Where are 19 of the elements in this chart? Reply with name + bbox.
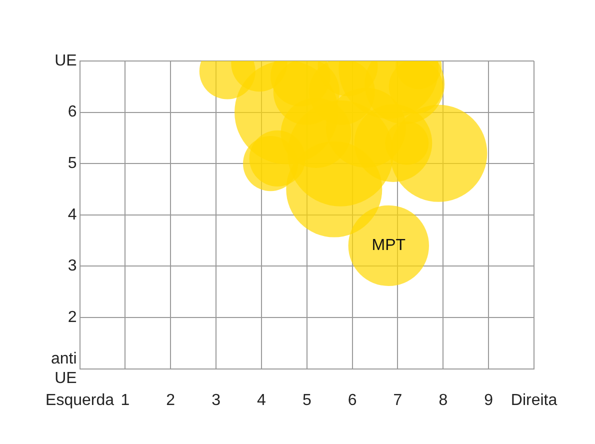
annotation: MPT — [372, 237, 406, 254]
x-tick-label: 8 — [438, 392, 448, 409]
y-tick-label: anti UE — [51, 350, 77, 387]
x-tick-label: 6 — [348, 392, 357, 409]
x-tick-label: 7 — [393, 392, 402, 409]
x-tick-label: Direita — [510, 392, 558, 409]
y-tick-label: 6 — [68, 104, 77, 121]
y-tick-label: 5 — [68, 155, 77, 172]
x-tick-label: 4 — [257, 392, 266, 409]
y-tick-label: UE — [54, 52, 77, 70]
y-tick-label: 3 — [68, 258, 77, 275]
x-tick-label: 1 — [120, 392, 130, 409]
x-tick-label: 5 — [302, 392, 312, 409]
x-tick-label: 9 — [484, 392, 494, 409]
x-tick-label: 3 — [212, 392, 221, 409]
x-tick-label: Esquerda — [46, 392, 114, 409]
y-tick-label: 2 — [68, 308, 77, 326]
y-tick-label: 4 — [68, 206, 77, 224]
x-tick-label: 2 — [166, 392, 176, 409]
